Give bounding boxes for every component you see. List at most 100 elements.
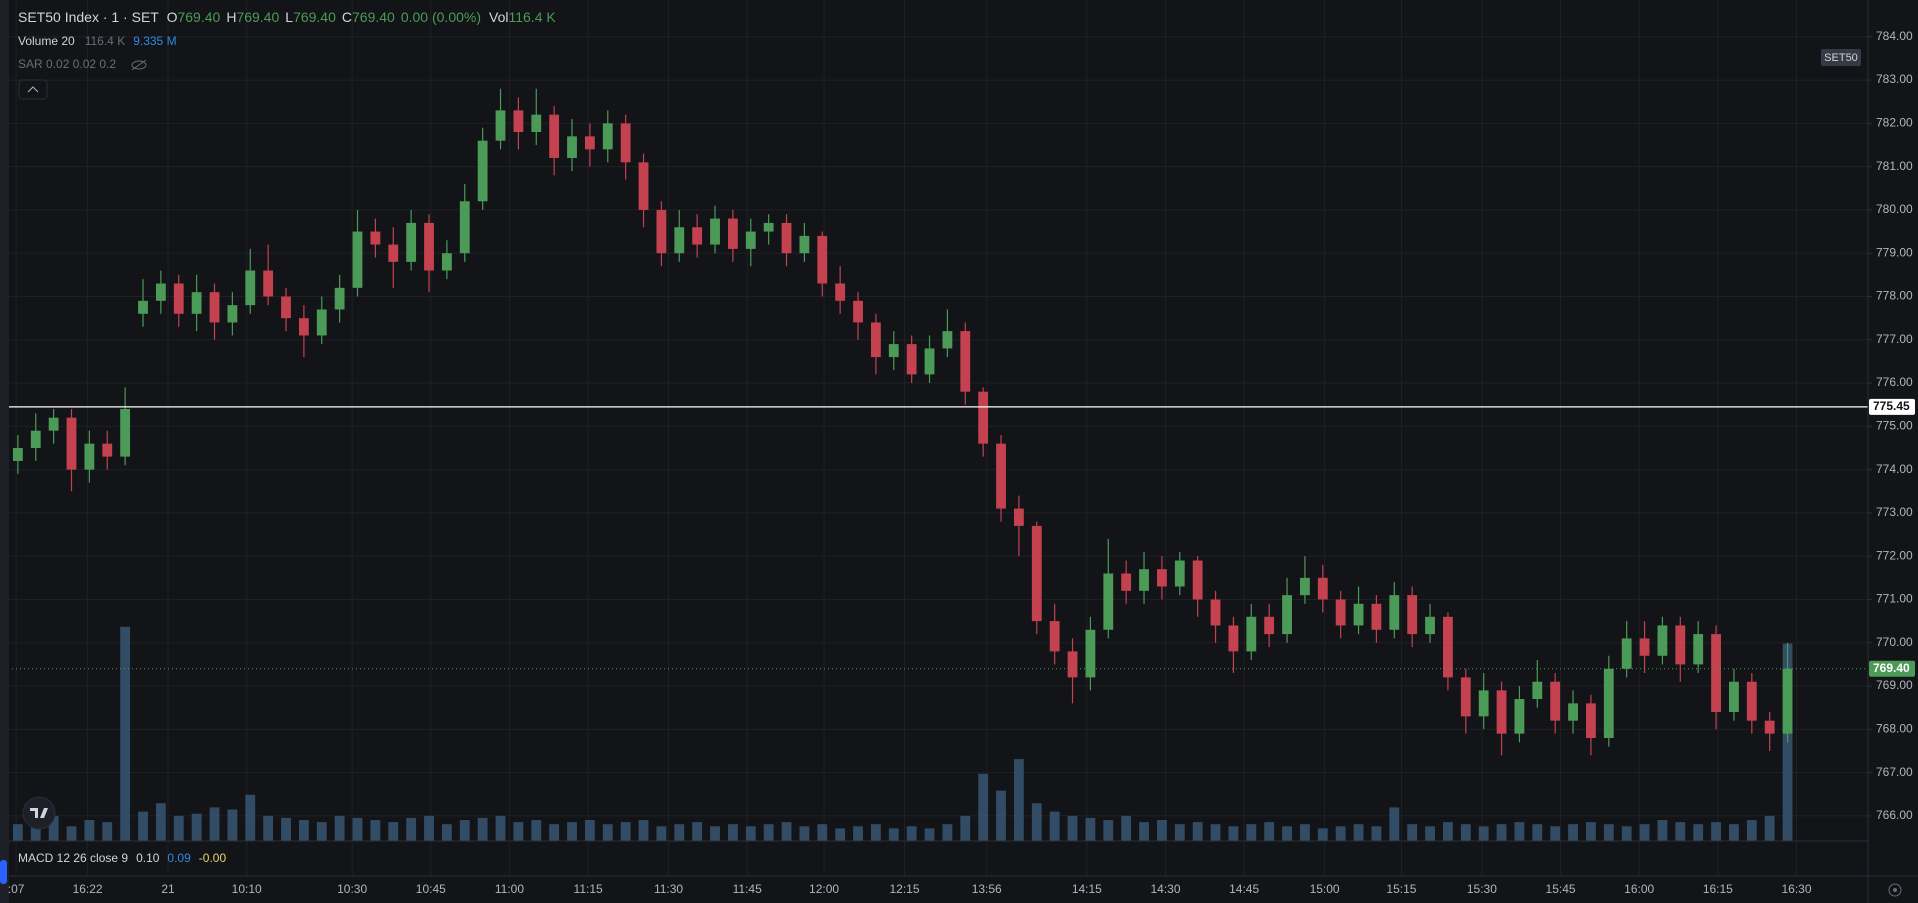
legend-row: SET50 Index · 1 · SET O769.40 H769.40 L769.… xyxy=(18,9,556,25)
volume-bar xyxy=(1496,824,1507,841)
volume-bar xyxy=(1317,828,1328,841)
candle-body xyxy=(245,270,256,306)
volume-legend[interactable]: Volume 20 116.4 K 9.335 M xyxy=(18,34,177,48)
price-label-box xyxy=(1869,660,1915,677)
x-tick-label: 16:22 xyxy=(73,882,103,896)
candle-body xyxy=(1264,616,1275,635)
candle-body xyxy=(120,409,131,457)
volume-bar xyxy=(1389,807,1400,841)
handle[interactable] xyxy=(0,860,7,884)
x-tick-label: 10:10 xyxy=(232,882,262,896)
candle-body xyxy=(424,222,434,271)
indicator-value: 0.09 xyxy=(167,851,191,865)
y-tick-label: 780.00 xyxy=(1876,202,1913,216)
volume-bar xyxy=(173,815,184,841)
volume-bar xyxy=(298,820,309,841)
change: 0.00 (0.00%) xyxy=(401,9,481,25)
volume-bar xyxy=(1103,820,1114,841)
volume-bar xyxy=(1139,822,1149,841)
candle-body xyxy=(1514,699,1525,734)
volume-bar xyxy=(424,815,434,841)
volume-bar xyxy=(1746,820,1757,841)
volume-bar xyxy=(763,824,774,841)
candle-body xyxy=(1782,668,1793,734)
volume-bar xyxy=(370,820,381,841)
volume-bar xyxy=(1478,826,1489,841)
candle-body xyxy=(495,110,506,141)
volume-bar xyxy=(996,790,1006,841)
sar-legend[interactable]: SAR 0.02 0.02 0.2 xyxy=(18,57,116,71)
logo[interactable] xyxy=(22,796,56,830)
candle-body xyxy=(1425,616,1435,635)
volume-bar xyxy=(1425,826,1435,841)
candle-body xyxy=(763,222,774,232)
volume-bar xyxy=(1568,824,1578,841)
hidden-icon[interactable] xyxy=(131,59,147,71)
x-tick-label: 11:30 xyxy=(654,882,683,896)
macd-legend[interactable]: MACD 12 26 close 9 0.10 0.09 -0.00 xyxy=(18,851,226,865)
candle-body xyxy=(978,391,989,444)
candle-body xyxy=(1460,677,1471,717)
volume-bar xyxy=(459,820,470,841)
volume-bar xyxy=(1675,822,1686,841)
candle-body xyxy=(674,227,685,254)
candle-body xyxy=(1764,720,1775,734)
volume-bar xyxy=(1192,822,1203,841)
ohlc-key: C xyxy=(342,9,352,25)
y-tick-label: 769.00 xyxy=(1876,678,1913,692)
x-tick-label: 16:15 xyxy=(1703,882,1733,896)
candle-body xyxy=(549,114,560,158)
y-tick-label: 766.00 xyxy=(1876,808,1913,822)
y-tick-label: 783.00 xyxy=(1876,72,1913,86)
candle-body xyxy=(1246,616,1257,652)
volume-bar xyxy=(263,815,274,841)
y-tick-label: 777.00 xyxy=(1876,332,1913,346)
candle-body xyxy=(996,443,1006,509)
candle-body xyxy=(316,309,327,336)
candle-body xyxy=(12,447,23,461)
x-tick-label: 16:00 xyxy=(1624,882,1654,896)
volume-bar xyxy=(227,809,238,841)
settings-icon[interactable] xyxy=(1888,883,1902,897)
candle-body xyxy=(799,235,810,254)
candle-body xyxy=(1210,599,1221,626)
candle-body xyxy=(477,140,488,202)
volume-bar xyxy=(1246,824,1257,841)
candle-body xyxy=(1031,525,1042,622)
candle-body xyxy=(1103,573,1114,630)
candle-body xyxy=(388,244,399,262)
candle-body xyxy=(1049,621,1060,652)
candle-body xyxy=(1496,690,1507,734)
x-tick-label: 11:45 xyxy=(733,882,762,896)
vol-key: Vol xyxy=(489,9,508,25)
volume-bar xyxy=(727,824,738,841)
candle-body xyxy=(584,136,595,150)
volume-bar xyxy=(66,826,77,841)
volume-bar xyxy=(817,824,828,841)
candle-body xyxy=(1335,599,1346,626)
candle-body xyxy=(960,331,971,392)
volume-bar xyxy=(209,807,220,841)
candle-body xyxy=(1300,577,1310,596)
candle-body xyxy=(1121,573,1132,591)
x-tick-label: 15:30 xyxy=(1467,882,1497,896)
volume-bar xyxy=(602,824,613,841)
candle-body xyxy=(1174,560,1185,587)
x-tick-label: 13:56 xyxy=(972,882,1002,896)
candle-body xyxy=(102,443,113,457)
volume-bar xyxy=(495,815,506,841)
symbol: SET50 Index · 1 · SET xyxy=(18,9,159,25)
candle-body xyxy=(1443,616,1453,678)
ohlc-value: 769.40 xyxy=(236,9,279,25)
volume-bar xyxy=(1693,824,1704,841)
candle-body xyxy=(924,348,935,375)
volume-bar xyxy=(1031,803,1042,841)
collapse-button[interactable] xyxy=(18,79,48,100)
candle-body xyxy=(227,305,238,323)
candle-body xyxy=(1621,638,1632,669)
y-tick-label: 767.00 xyxy=(1876,765,1913,779)
volume-bar xyxy=(155,803,166,841)
candle-body xyxy=(638,162,649,210)
candle-body xyxy=(209,292,220,323)
volume-bar xyxy=(1371,826,1382,841)
